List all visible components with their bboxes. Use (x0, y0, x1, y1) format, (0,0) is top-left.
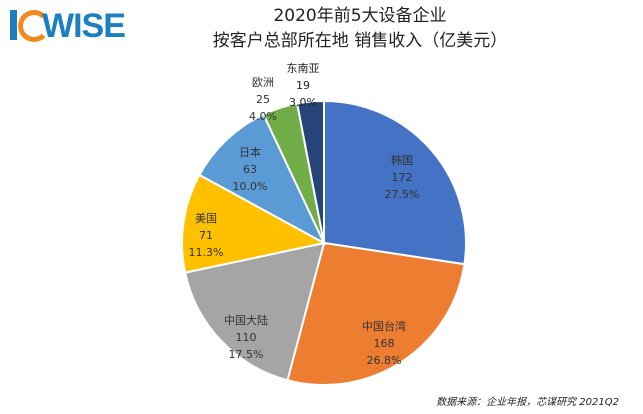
data-label-mainland-value: 110 (236, 331, 257, 344)
icwise-logo: WISE (6, 6, 146, 46)
logo-c-mark (18, 10, 50, 42)
data-label-korea-value: 172 (392, 171, 413, 184)
pie-slice-mainland (183, 241, 326, 382)
data-label-usa-percent: 11.3% (189, 246, 224, 259)
data-label-korea-percent: 27.5% (385, 188, 420, 201)
logo-text: WISE (42, 7, 126, 45)
data-label-taiwan-value: 168 (374, 337, 395, 350)
data-label-europe-value: 25 (256, 93, 270, 106)
chart-title-line-2: 按客户总部所在地 销售收入（亿美元） (212, 31, 508, 51)
data-label-southeast-asia-value: 19 (296, 79, 310, 92)
data-label-mainland-label: 中国大陆 (224, 313, 268, 327)
pie-slice-usa (181, 173, 327, 274)
data-label-japan-value: 63 (243, 163, 257, 176)
data-label-usa-value: 71 (199, 229, 213, 242)
pie-slice-korea (323, 99, 467, 266)
data-label-taiwan-percent: 26.8% (367, 354, 402, 367)
data-label-japan-percent: 10.0% (233, 180, 268, 193)
pie-slice-taiwan (286, 241, 466, 386)
data-label-taiwan-label: 中国台湾 (362, 319, 406, 333)
data-label-japan-label: 日本 (239, 145, 261, 159)
data-label-korea-label: 韩国 (391, 153, 413, 167)
source-note: 数据来源：企业年报，芯谋研究 2021Q2 (436, 397, 619, 408)
chart-title-line-1: 2020年前5大设备企业 (273, 6, 447, 26)
data-label-usa-label: 美国 (195, 212, 217, 225)
pie-slice-japan (198, 113, 327, 246)
pie-slice-southeast-asia (295, 99, 325, 244)
logo-i-mark (10, 10, 17, 40)
data-label-europe-percent: 4.0% (249, 110, 277, 123)
data-label-southeast-asia-percent: 3.0% (289, 96, 317, 109)
data-label-europe-label: 欧洲 (252, 76, 274, 89)
data-label-mainland-percent: 17.5% (229, 348, 264, 361)
chart-title: 2020年前5大设备企业 按客户总部所在地 销售收入（亿美元） (150, 4, 570, 54)
data-label-southeast-asia-label: 东南亚 (287, 62, 320, 75)
